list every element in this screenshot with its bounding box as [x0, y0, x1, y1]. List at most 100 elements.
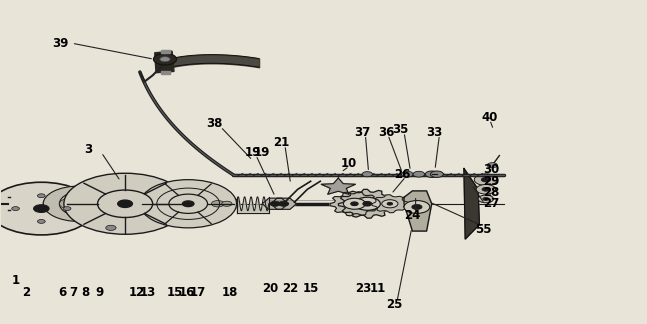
Text: 10: 10 [341, 157, 357, 170]
Text: 7: 7 [69, 285, 78, 299]
Circle shape [202, 196, 234, 212]
Polygon shape [372, 195, 408, 213]
Text: 19: 19 [254, 146, 270, 159]
Text: 29: 29 [483, 175, 499, 188]
Circle shape [34, 205, 49, 213]
Circle shape [474, 174, 498, 185]
Circle shape [0, 182, 94, 235]
Circle shape [142, 197, 168, 210]
Text: 3: 3 [84, 143, 93, 156]
Text: 28: 28 [483, 186, 499, 199]
Text: 24: 24 [404, 209, 421, 222]
Circle shape [401, 171, 413, 177]
Circle shape [362, 172, 373, 177]
Circle shape [382, 200, 398, 208]
Circle shape [43, 190, 98, 217]
Text: 38: 38 [206, 117, 222, 130]
Circle shape [363, 202, 371, 206]
FancyBboxPatch shape [154, 198, 164, 210]
Circle shape [391, 199, 410, 209]
Circle shape [222, 201, 232, 206]
Circle shape [38, 219, 45, 223]
Circle shape [105, 225, 116, 230]
Text: 30: 30 [483, 163, 499, 176]
Text: 9: 9 [96, 285, 104, 299]
Circle shape [76, 193, 117, 214]
Circle shape [182, 201, 194, 207]
Text: 27: 27 [483, 197, 499, 210]
Circle shape [425, 171, 438, 178]
Circle shape [482, 187, 490, 191]
Circle shape [478, 195, 494, 203]
Polygon shape [404, 191, 432, 231]
Text: 19: 19 [245, 146, 261, 159]
Circle shape [413, 171, 424, 177]
Circle shape [153, 53, 177, 65]
Circle shape [63, 207, 71, 211]
Circle shape [60, 190, 113, 217]
Circle shape [98, 190, 153, 217]
Circle shape [399, 200, 415, 208]
Circle shape [351, 202, 358, 206]
Polygon shape [262, 198, 288, 209]
Circle shape [344, 198, 366, 209]
Text: 35: 35 [393, 123, 409, 136]
Text: 17: 17 [190, 285, 206, 299]
Text: 40: 40 [481, 110, 498, 123]
Circle shape [476, 184, 496, 194]
Polygon shape [330, 192, 379, 216]
Text: 55: 55 [475, 223, 492, 236]
Polygon shape [161, 71, 170, 74]
Circle shape [411, 204, 422, 210]
Text: 12: 12 [129, 285, 145, 299]
Circle shape [355, 197, 380, 210]
Text: 37: 37 [354, 126, 370, 139]
Text: 2: 2 [22, 285, 30, 299]
Circle shape [38, 194, 45, 198]
Text: 20: 20 [263, 283, 279, 295]
Text: 15: 15 [167, 285, 184, 299]
Text: 39: 39 [52, 37, 69, 50]
Circle shape [483, 197, 489, 201]
Circle shape [149, 201, 160, 206]
Polygon shape [161, 50, 170, 53]
Text: 15: 15 [302, 283, 319, 295]
Text: 13: 13 [140, 285, 157, 299]
Circle shape [12, 207, 19, 211]
Circle shape [169, 194, 208, 214]
Polygon shape [270, 198, 296, 209]
Circle shape [387, 202, 393, 205]
Circle shape [89, 200, 105, 208]
Text: 25: 25 [386, 298, 402, 311]
Circle shape [118, 200, 133, 207]
Text: 33: 33 [426, 126, 443, 139]
Circle shape [487, 163, 498, 168]
Circle shape [212, 201, 225, 207]
Circle shape [43, 186, 114, 221]
Circle shape [160, 57, 170, 62]
Text: 18: 18 [222, 285, 238, 299]
Circle shape [65, 197, 93, 211]
Circle shape [214, 197, 240, 210]
Text: 22: 22 [282, 283, 298, 295]
Text: 1: 1 [12, 274, 19, 287]
Text: 8: 8 [81, 285, 89, 299]
Text: 23: 23 [355, 283, 371, 295]
Polygon shape [338, 189, 397, 218]
Polygon shape [321, 178, 355, 194]
Circle shape [76, 198, 97, 209]
Circle shape [140, 180, 237, 228]
Text: 26: 26 [395, 168, 411, 181]
Circle shape [64, 173, 186, 234]
Text: 11: 11 [370, 283, 386, 295]
Polygon shape [464, 168, 479, 239]
Circle shape [430, 171, 443, 178]
Circle shape [481, 177, 490, 182]
Text: 21: 21 [274, 136, 290, 149]
Circle shape [278, 201, 289, 206]
Text: 6: 6 [58, 285, 67, 299]
Text: 16: 16 [179, 285, 195, 299]
Text: 36: 36 [378, 126, 394, 139]
Circle shape [404, 201, 430, 214]
Circle shape [270, 201, 280, 206]
